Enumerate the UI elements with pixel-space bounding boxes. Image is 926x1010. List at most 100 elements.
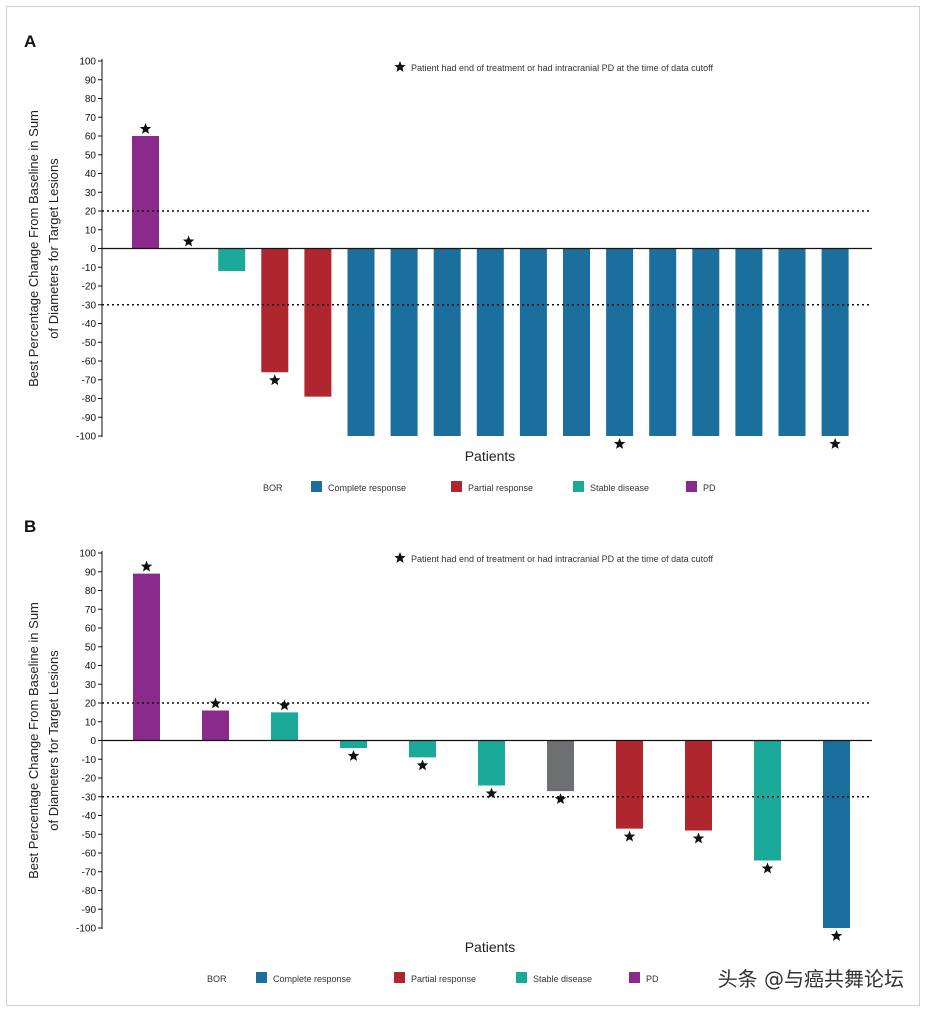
panel-b-y-tick-label: 30 (85, 680, 97, 691)
panel-b-legend-label-partial: Partial response (411, 974, 476, 984)
panel-a-y-tick-label: 30 (85, 188, 97, 199)
panel-a-legend-swatch-stable (573, 481, 584, 492)
panel-b-y-tick-label: -40 (82, 811, 97, 822)
panel-b-y-tick-label: 40 (85, 661, 97, 672)
panel-a-x-label: Patients (465, 448, 516, 464)
panel-b-y-label-line2: of Diameters for Target Lesions (46, 650, 61, 831)
panel-b-bar-10 (754, 740, 781, 861)
panel-b-legend-title: BOR (207, 974, 227, 984)
panel-a-y-tick-label: -60 (82, 357, 97, 368)
panel-b-bar-8-star-icon (623, 830, 636, 842)
panel-b-y-tick-label: -50 (82, 830, 97, 841)
panel-a-y-tick-label: -40 (82, 319, 97, 330)
panel-b-y-tick-label: -90 (82, 905, 97, 916)
panel-b-y-tick-label: 50 (85, 642, 97, 653)
panel-b-y-tick-label: 80 (85, 586, 97, 597)
panel-b-label: B (24, 517, 36, 536)
panel-b-bar-1 (133, 573, 160, 741)
panel-a-y-tick-label: -70 (82, 375, 97, 386)
panel-a-legend-label-partial: Partial response (468, 483, 533, 493)
panel-a-y-tick-label: -50 (82, 338, 97, 349)
panel-a-bar-8 (433, 248, 461, 436)
panel-a-y-tick-label: -90 (82, 413, 97, 424)
panel-a-bar-16 (778, 248, 806, 436)
panel-a-legend-swatch-pd (686, 481, 697, 492)
panel-b-y-tick-label: 70 (85, 605, 97, 616)
panel-a-bar-1 (132, 136, 159, 249)
panel-b-bar-6-star-icon (485, 787, 498, 799)
panel-b-bar-3-star-icon (278, 699, 291, 711)
panel-a-legend-label-complete: Complete response (328, 483, 406, 493)
panel-b-legend-swatch-complete (256, 972, 267, 983)
panel-b-bar-5 (409, 740, 436, 758)
panel-a-legend-label-stable: Stable disease (590, 483, 649, 493)
panel-a-bar-17 (821, 248, 849, 436)
panel-b-legend-label-pd: PD (646, 974, 659, 984)
panel-b-bar-9-star-icon (692, 832, 705, 844)
panel-a-bar-13 (649, 248, 677, 436)
panel-b-y-tick-label: -70 (82, 867, 97, 878)
panel-b-bar-8 (616, 740, 643, 829)
panel-b-y-tick-label: -60 (82, 849, 97, 860)
panel-a-y-label-line2: of Diameters for Target Lesions (46, 158, 61, 339)
panel-a-bar-11 (563, 248, 590, 436)
panel-a-y-tick-label: 80 (85, 94, 97, 105)
panel-a-y-tick-label: 20 (85, 207, 97, 218)
panel-a-legend-swatch-partial (451, 481, 462, 492)
panel-b-annotation-star-icon (394, 552, 406, 563)
panel-a-bar-7 (390, 248, 418, 436)
panel-a-y-tick-label: -10 (82, 263, 97, 274)
panel-a-y-tick-label: 70 (85, 113, 97, 124)
panel-b-y-tick-label: -30 (82, 792, 97, 803)
panel-b-y-tick-label: 90 (85, 567, 97, 578)
panel-a-y-tick-label: -30 (82, 300, 97, 311)
panel-b-y-tick-label: -80 (82, 886, 97, 897)
panel-a-bar-5 (304, 248, 332, 397)
panel-b-y-tick-label: 20 (85, 699, 97, 710)
panel-a-annotation-text: Patient had end of treatment or had intr… (411, 63, 714, 73)
panel-b-annotation-text: Patient had end of treatment or had intr… (411, 554, 714, 564)
panel-a-y-tick-label: -20 (82, 282, 97, 293)
panel-a-legend-swatch-complete (311, 481, 322, 492)
panel-a-bar-3 (218, 248, 246, 271)
panel-a-y-tick-label: 100 (79, 57, 96, 68)
panel-a-y-tick-label: 60 (85, 132, 97, 143)
panel-b-bar-3 (271, 712, 298, 741)
panel-b-bar-4-star-icon (347, 750, 360, 761)
panel-a-y-tick-label: 50 (85, 150, 97, 161)
panel-b-bar-1-star-icon (140, 560, 153, 572)
panel-a-bar-2-star-icon (182, 235, 195, 247)
panel-b-bar-6 (478, 740, 505, 786)
panel-a-bar-15 (735, 248, 763, 436)
panel-a-y-label-line1: Best Percentage Change From Baseline in … (26, 110, 41, 387)
panel-a-bar-9 (476, 248, 504, 436)
panel-a-y-tick-label: 90 (85, 75, 97, 86)
panel-a-y-tick-label: 0 (90, 244, 96, 255)
panel-b-bar-4 (340, 740, 367, 748)
panel-a-y-tick-label: -80 (82, 394, 97, 405)
panel-b-y-tick-label: -20 (82, 774, 97, 785)
panel-b-legend-swatch-pd (629, 972, 640, 983)
panel-a-y-tick-label: 10 (85, 225, 97, 236)
panel-a-label: A (24, 32, 36, 51)
panel-b-bar-11-star-icon (830, 930, 843, 941)
panel-b-bar-7 (547, 740, 574, 792)
panel-b-legend-label-complete: Complete response (273, 974, 351, 984)
panel-b-bar-11 (823, 740, 850, 928)
panel-b-y-tick-label: -10 (82, 755, 97, 766)
panel-a-bar-10 (519, 248, 547, 436)
panel-b-y-tick-label: 100 (79, 549, 96, 560)
panel-b-bar-10-star-icon (761, 862, 774, 874)
panel-b-bar-7-star-icon (554, 793, 567, 804)
panel-b-bar-5-star-icon (416, 759, 429, 771)
panel-b-bar-2-star-icon (209, 697, 222, 709)
panel-b-y-tick-label: 0 (90, 736, 96, 747)
panel-b-legend-swatch-stable (516, 972, 527, 983)
panel-a-legend-title: BOR (263, 483, 283, 493)
panel-a-annotation-star-icon (394, 61, 406, 72)
panel-a-bar-1-star-icon (139, 123, 152, 134)
panel-a-legend-label-pd: PD (703, 483, 716, 493)
panel-b-legend-swatch-partial (394, 972, 405, 983)
panel-b-bar-2 (202, 710, 229, 741)
